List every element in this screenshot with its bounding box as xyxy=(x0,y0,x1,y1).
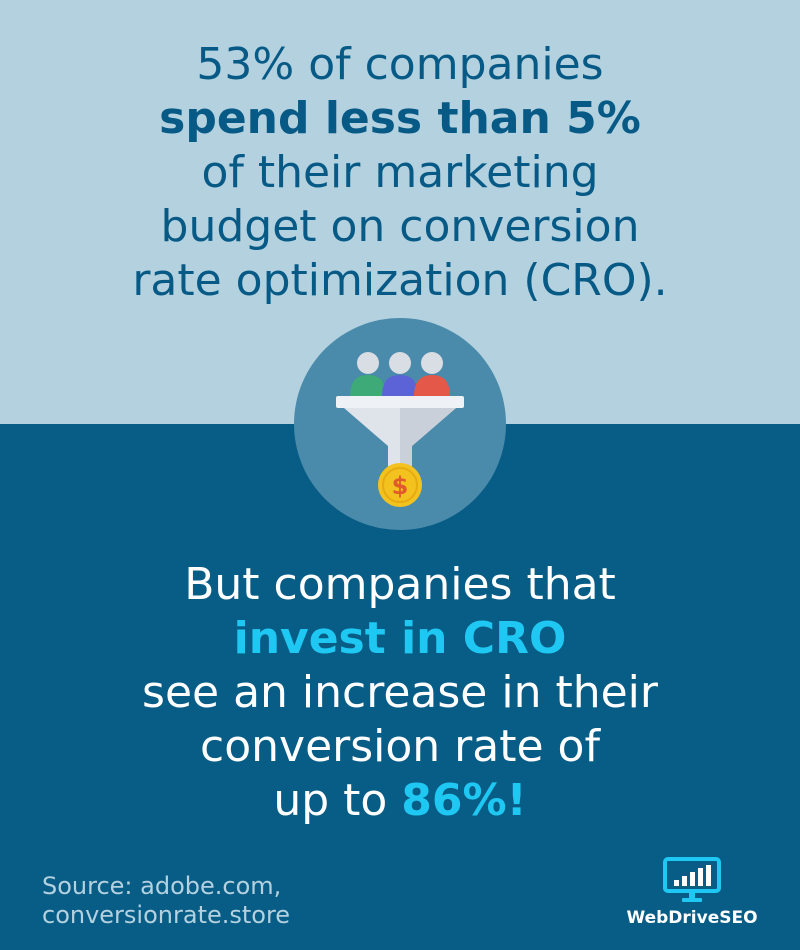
highlight-percentage: 86%! xyxy=(401,775,527,826)
headline-line: of their marketing xyxy=(201,147,599,198)
brand-logo: WebDriveSEO xyxy=(612,856,772,936)
headline-line: budget on conversion xyxy=(160,201,640,252)
svg-text:$: $ xyxy=(392,472,409,500)
source-line: Source: adobe.com, xyxy=(42,872,282,900)
body-statement: But companies that invest in CRO see an … xyxy=(0,558,800,828)
body-emphasis: invest in CRO xyxy=(233,613,567,664)
body-line: up to 86%! xyxy=(0,774,800,828)
monitor-chart-icon xyxy=(663,857,721,902)
body-line: But companies that xyxy=(184,559,616,610)
headline-line: 53% of companies xyxy=(196,39,604,90)
headline-emphasis: spend less than 5% xyxy=(159,93,641,144)
source-citation: Source: adobe.com, conversionrate.store xyxy=(42,872,290,930)
body-line: see an increase in their xyxy=(142,667,658,718)
funnel-icon xyxy=(336,396,464,468)
source-line: conversionrate.store xyxy=(42,901,291,929)
headline-line: rate optimization (CRO). xyxy=(132,255,668,306)
people-icon xyxy=(350,352,450,396)
brand-name: WebDriveSEO xyxy=(626,908,758,928)
body-line-prefix: up to xyxy=(273,775,402,826)
conversion-funnel-icon: $ xyxy=(336,352,464,507)
dollar-coin-icon: $ xyxy=(378,463,422,507)
headline: 53% of companies spend less than 5% of t… xyxy=(0,38,800,308)
body-line: conversion rate of xyxy=(200,721,600,772)
